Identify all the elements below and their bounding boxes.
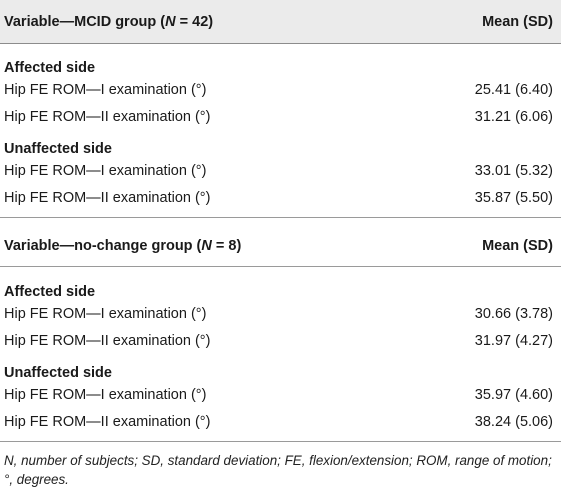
table-row: Hip FE ROM—II examination (°) 38.24 (5.0…	[0, 408, 561, 435]
mcid-group-body: Affected side Hip FE ROM—I examination (…	[0, 44, 561, 211]
group-divider	[0, 217, 561, 218]
row-label: Hip FE ROM—II examination (°)	[4, 189, 211, 206]
header-divider	[0, 43, 561, 44]
table-row: Hip FE ROM—II examination (°) 31.97 (4.2…	[0, 327, 561, 354]
header-mean-sd-label: Mean (SD)	[482, 13, 553, 30]
table-row: Hip FE ROM—I examination (°) 30.66 (3.78…	[0, 300, 561, 327]
row-label: Hip FE ROM—I examination (°)	[4, 81, 207, 98]
row-value: 31.97 (4.27)	[474, 332, 553, 349]
table-row: Hip FE ROM—I examination (°) 25.41 (6.40…	[0, 76, 561, 103]
row-value: 33.01 (5.32)	[474, 162, 553, 179]
table-row: Hip FE ROM—I examination (°) 33.01 (5.32…	[0, 157, 561, 184]
table-row: Hip FE ROM—II examination (°) 31.21 (6.0…	[0, 103, 561, 130]
row-label: Hip FE ROM—I examination (°)	[4, 386, 207, 403]
section-title-unaffected: Unaffected side	[4, 365, 112, 381]
header-variable-label: Variable—MCID group (N = 42)	[4, 13, 214, 30]
section-title-affected: Affected side	[4, 284, 96, 300]
table-bottom-rule	[0, 441, 561, 442]
section-title-unaffected: Unaffected side	[4, 141, 112, 157]
table-row: Hip FE ROM—II examination (°) 35.87 (5.5…	[0, 184, 561, 211]
header-divider	[0, 266, 561, 267]
row-value: 38.24 (5.06)	[474, 413, 553, 430]
row-label: Hip FE ROM—I examination (°)	[4, 305, 207, 322]
table-row: Hip FE ROM—I examination (°) 35.97 (4.60…	[0, 381, 561, 408]
row-label: Hip FE ROM—II examination (°)	[4, 332, 211, 349]
row-value: 31.21 (6.06)	[474, 108, 553, 125]
table-header-mcid-group: Variable—MCID group (N = 42) Mean (SD)	[0, 0, 561, 43]
row-value: 35.97 (4.60)	[474, 386, 553, 403]
header-variable-label: Variable—no-change group (N = 8)	[4, 238, 242, 254]
row-value: 30.66 (3.78)	[474, 305, 553, 322]
row-value: 25.41 (6.40)	[474, 81, 553, 98]
row-label: Hip FE ROM—II examination (°)	[4, 108, 211, 125]
no-change-group-body: Affected side Hip FE ROM—I examination (…	[0, 267, 561, 435]
section-title-affected: Affected side	[4, 60, 96, 76]
table-header-no-change-group: Variable—no-change group (N = 8) Mean (S…	[0, 226, 561, 266]
header-mean-sd-label: Mean (SD)	[482, 238, 553, 254]
row-label: Hip FE ROM—II examination (°)	[4, 413, 211, 430]
row-value: 35.87 (5.50)	[474, 189, 553, 206]
table-footnote: N, number of subjects; SD, standard devi…	[4, 453, 552, 487]
row-label: Hip FE ROM—I examination (°)	[4, 162, 207, 179]
